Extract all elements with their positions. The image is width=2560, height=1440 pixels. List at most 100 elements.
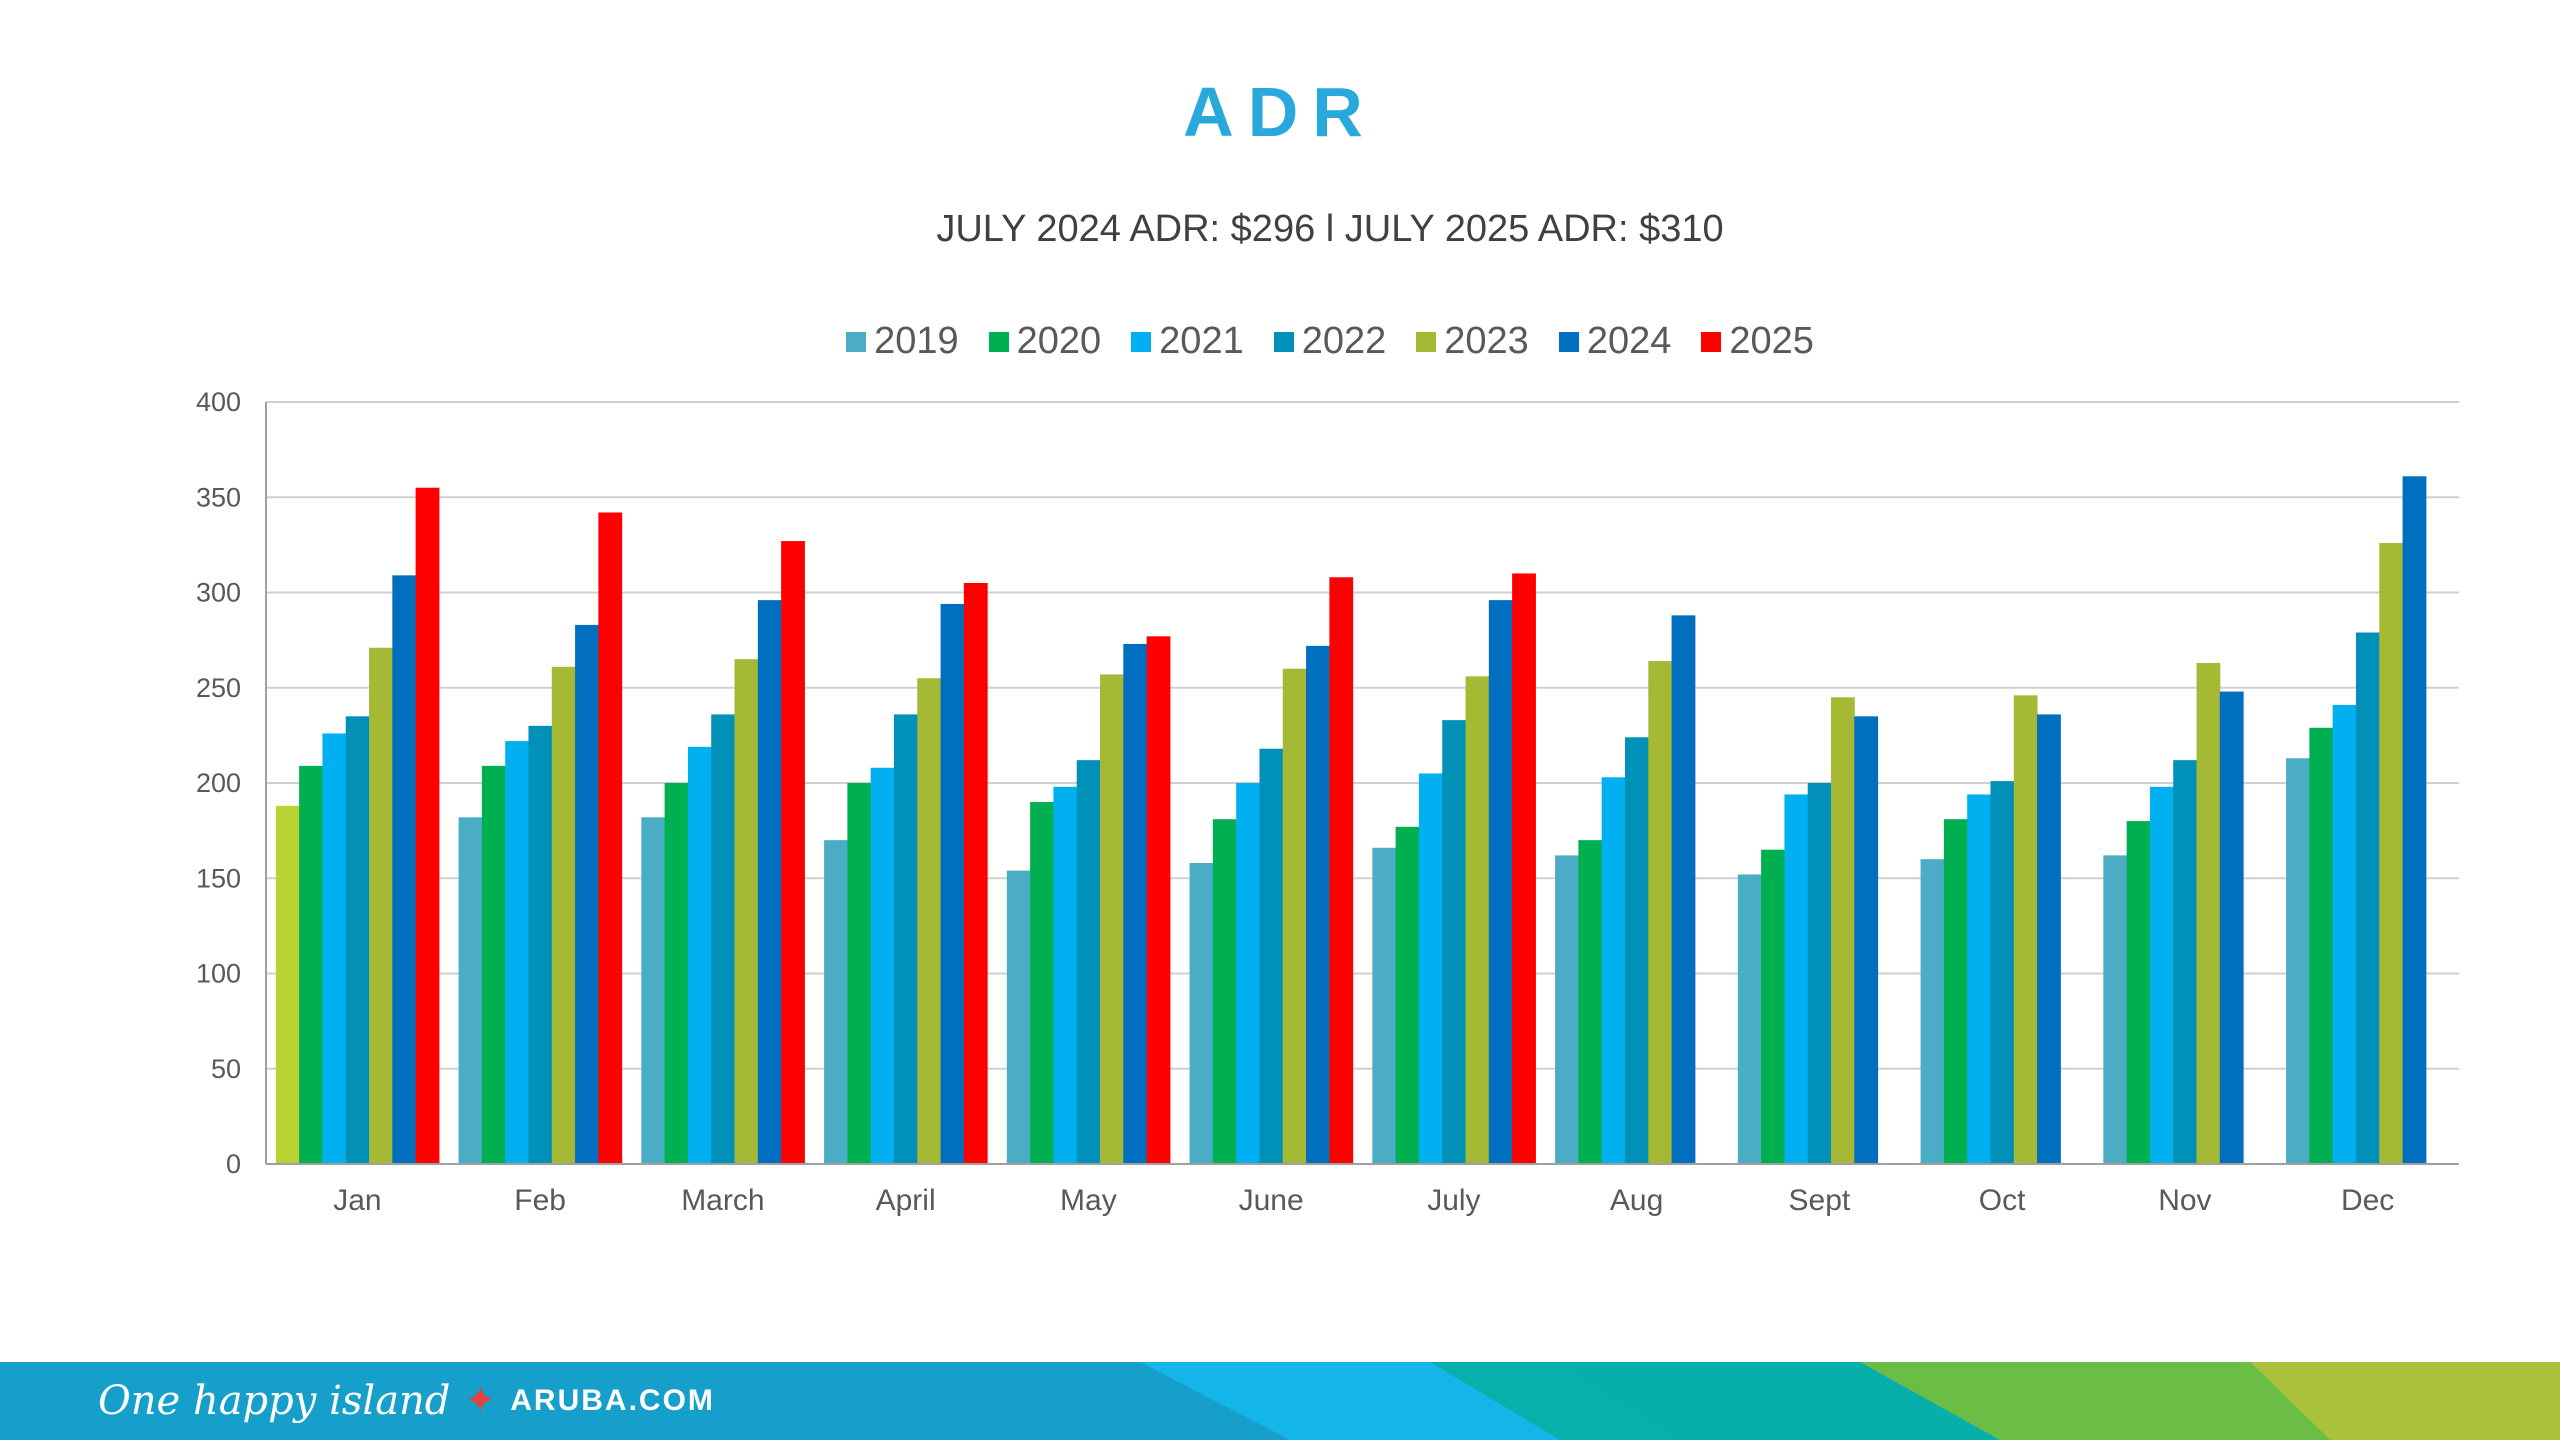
- bar-may-2021: [1053, 786, 1078, 1164]
- bar-march-2019: [641, 817, 666, 1164]
- bar-dec-2023: [2379, 542, 2404, 1164]
- bar-nov-2023: [2196, 662, 2221, 1164]
- x-tick-label: July: [1427, 1184, 1480, 1217]
- bar-aug-2024: [1671, 615, 1696, 1164]
- legend-label: 2020: [1016, 320, 1102, 362]
- bar-oct-2024: [2037, 714, 2061, 1164]
- bar-oct-2020: [1943, 819, 1968, 1164]
- bar-jan-2020: [299, 765, 323, 1164]
- bar-jan-2025: [415, 487, 440, 1165]
- y-tick-label: 250: [196, 673, 241, 703]
- bar-june-2024: [1306, 645, 1330, 1164]
- legend-label: 2025: [1729, 320, 1814, 362]
- bar-june-2022: [1259, 748, 1284, 1164]
- bar-sept-2019: [1737, 874, 1762, 1164]
- legend: 2019 2020 2021 2022 2023 2024 2025: [0, 320, 2560, 363]
- bar-june-2020: [1212, 819, 1237, 1164]
- y-tick-label: 50: [211, 1054, 241, 1084]
- bar-dec-2019: [2286, 758, 2310, 1164]
- legend-item: 2019: [846, 320, 959, 363]
- bar-may-2024: [1123, 643, 1148, 1164]
- bar-aug-2021: [1601, 777, 1626, 1164]
- bar-may-2023: [1100, 674, 1124, 1164]
- y-tick-label: 350: [196, 482, 241, 512]
- star-icon: ✦: [464, 1380, 497, 1422]
- x-tick-label: Feb: [514, 1184, 566, 1217]
- footer-tagline: One happy island: [98, 1378, 451, 1424]
- bar-chart: 0 50 100 150 200 250 300 350 400 Jan Feb March April…: [196, 387, 2459, 1217]
- y-tick-label: 200: [196, 768, 241, 798]
- bar-feb-2019: [458, 817, 483, 1164]
- bar-june-2021: [1236, 783, 1260, 1164]
- bar-dec-2021: [2332, 704, 2357, 1164]
- bar-feb-2020: [481, 765, 506, 1164]
- bar-july-2019: [1372, 847, 1397, 1164]
- bar-oct-2023: [2013, 695, 2038, 1164]
- legend-item: 2022: [1273, 320, 1387, 363]
- bar-march-2025: [781, 541, 805, 1164]
- legend-swatch: [1273, 331, 1294, 352]
- bar-jan-2022: [345, 716, 370, 1164]
- bar-march-2023: [734, 659, 759, 1164]
- bar-oct-2022: [1990, 781, 2015, 1164]
- bar-feb-2022: [528, 725, 553, 1164]
- x-tick-label: April: [876, 1184, 936, 1217]
- legend-label: 2019: [874, 320, 959, 362]
- y-tick-label: 100: [196, 959, 241, 989]
- y-tick-label: 300: [196, 578, 241, 608]
- bar-april-2019: [824, 840, 848, 1164]
- bar-july-2020: [1395, 826, 1420, 1164]
- bar-aug-2022: [1624, 737, 1649, 1164]
- legend-item: 2024: [1558, 320, 1672, 363]
- bar-feb-2024: [575, 624, 599, 1164]
- legend-label: 2024: [1586, 320, 1672, 362]
- bar-dec-2024: [2402, 476, 2427, 1164]
- legend-label: 2021: [1159, 320, 1244, 362]
- bar-april-2021: [870, 767, 895, 1164]
- bar-july-2023: [1465, 676, 1490, 1164]
- legend-item: 2025: [1701, 320, 1814, 363]
- y-tick-label: 0: [226, 1149, 241, 1179]
- bar-sept-2022: [1807, 783, 1832, 1164]
- legend-swatch: [1131, 331, 1152, 352]
- bar-feb-2023: [551, 666, 576, 1164]
- bar-may-2022: [1076, 760, 1101, 1164]
- bar-may-2020: [1030, 802, 1054, 1164]
- bar-nov-2019: [2103, 855, 2128, 1164]
- x-tick-label: Sept: [1789, 1184, 1851, 1217]
- legend-swatch: [846, 331, 867, 352]
- footer-banner: One happy island ✦ ARUBA.COM: [0, 1362, 2560, 1440]
- bar-march-2021: [687, 746, 712, 1164]
- legend-swatch: [1558, 331, 1579, 352]
- bar-feb-2021: [505, 741, 529, 1164]
- bar-sept-2024: [1854, 716, 1879, 1164]
- legend-swatch: [1416, 331, 1437, 352]
- bar-dec-2022: [2355, 632, 2380, 1164]
- chart-title: ADR: [1183, 73, 1377, 151]
- bar-oct-2021: [1967, 794, 1991, 1164]
- bar-may-2025: [1146, 636, 1171, 1164]
- footer-url[interactable]: ARUBA.COM: [510, 1384, 715, 1417]
- chart-subtitle: JULY 2024 ADR: $296 l JULY 2025 ADR: $31…: [936, 208, 1724, 250]
- bar-oct-2019: [1920, 859, 1945, 1164]
- legend-label: 2023: [1444, 320, 1529, 362]
- legend-label: 2022: [1301, 320, 1387, 362]
- x-tick-label: March: [681, 1184, 764, 1217]
- bar-june-2025: [1329, 577, 1354, 1164]
- bar-april-2020: [847, 783, 872, 1164]
- x-tick-label: Dec: [2341, 1184, 2394, 1217]
- bar-april-2023: [917, 678, 942, 1164]
- x-tick-label: Nov: [2158, 1184, 2211, 1217]
- bar-nov-2020: [2126, 821, 2151, 1164]
- bar-sept-2020: [1761, 849, 1785, 1164]
- bar-june-2023: [1282, 668, 1307, 1164]
- x-tick-label: May: [1060, 1184, 1117, 1217]
- x-tick-label: Jan: [333, 1184, 381, 1217]
- y-tick-label: 150: [196, 863, 241, 893]
- legend-item: 2023: [1416, 320, 1529, 363]
- y-tick-label: 400: [196, 387, 241, 417]
- bar-july-2021: [1418, 773, 1443, 1164]
- bar-may-2019: [1006, 870, 1031, 1164]
- bar-nov-2021: [2149, 786, 2174, 1164]
- bar-jan-2019: [275, 805, 300, 1164]
